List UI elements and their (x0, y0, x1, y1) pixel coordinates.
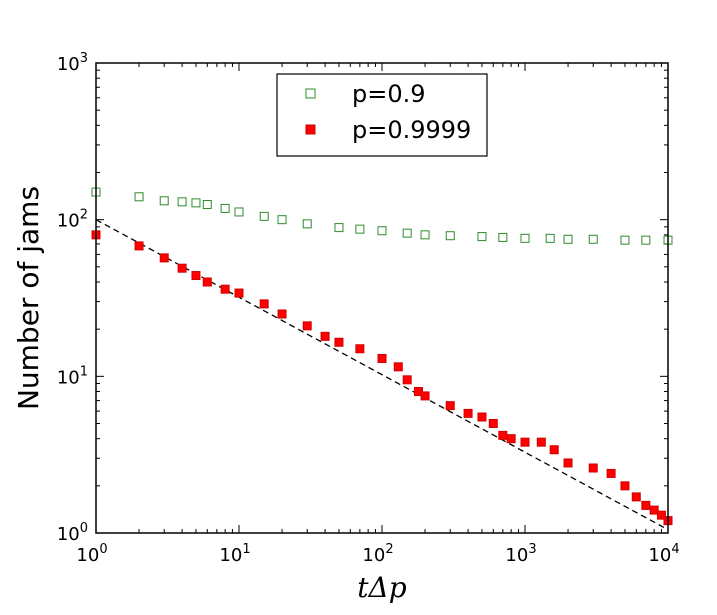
data-point (191, 198, 201, 208)
data-point (134, 192, 144, 202)
legend-label-p09: p=0.9 (352, 80, 426, 108)
data-point (159, 253, 169, 263)
data-point (377, 353, 387, 363)
plot-frame (95, 62, 669, 534)
data-point (402, 228, 412, 238)
data-point (393, 362, 403, 372)
data-point (641, 500, 651, 510)
data-point (588, 234, 598, 244)
data-point (445, 231, 455, 241)
x-tick-label: 102 (362, 542, 393, 566)
data-point (191, 271, 201, 281)
data-point (277, 309, 287, 319)
data-point (134, 241, 144, 251)
legend-label-p09999: p=0.9999 (352, 116, 471, 144)
data-point (420, 391, 430, 401)
x-tick-label: 101 (219, 542, 250, 566)
legend-box (276, 73, 488, 157)
data-point (536, 437, 546, 447)
data-point (355, 344, 365, 354)
data-point (159, 196, 169, 206)
data-point (620, 235, 630, 245)
y-tick-label: 103 (57, 51, 88, 75)
series-layer (91, 187, 673, 526)
data-point (620, 481, 630, 491)
data-point (377, 226, 387, 236)
data-point (641, 235, 651, 245)
data-point (177, 197, 187, 207)
x-tick-label: 104 (648, 542, 679, 566)
data-point (177, 263, 187, 273)
data-point (420, 230, 430, 240)
y-tick-label: 101 (57, 364, 88, 388)
data-point (277, 215, 287, 225)
data-point (477, 412, 487, 422)
data-point (520, 437, 530, 447)
data-point (402, 375, 412, 385)
data-point (302, 219, 312, 229)
fit-layer (95, 219, 669, 531)
data-point (320, 331, 330, 341)
data-point (202, 199, 212, 209)
x-tick-label: 103 (505, 542, 536, 566)
y-tick-label: 102 (57, 208, 88, 232)
data-point (334, 223, 344, 233)
data-point (649, 505, 659, 515)
y-tick-label: 100 (57, 521, 88, 545)
data-point (656, 510, 666, 520)
series-0 (91, 187, 673, 245)
legend-marker-p09999 (305, 124, 316, 135)
data-point (506, 434, 516, 444)
data-point (631, 492, 641, 502)
data-point (302, 321, 312, 331)
series-1 (91, 230, 673, 526)
data-point (445, 401, 455, 411)
data-point (220, 203, 230, 213)
data-point (477, 232, 487, 242)
data-point (220, 284, 230, 294)
data-point (334, 337, 344, 347)
data-point (498, 430, 508, 440)
data-point (498, 232, 508, 242)
data-point (545, 233, 555, 243)
legend-marker-p09 (305, 88, 316, 99)
data-point (259, 211, 269, 221)
y-axis-label: Number of jams (12, 186, 45, 410)
data-point (606, 468, 616, 478)
data-point (355, 224, 365, 234)
legend: p=0.9 p=0.9999 (276, 73, 488, 157)
reference-line (95, 219, 669, 531)
data-point (234, 207, 244, 217)
data-point (234, 288, 244, 298)
data-point (202, 277, 212, 287)
data-point (463, 408, 473, 418)
x-tick-label: 100 (76, 542, 107, 566)
data-point (563, 458, 573, 468)
data-point (520, 233, 530, 243)
data-point (549, 445, 559, 455)
x-axis-label: tΔp (357, 571, 406, 604)
data-point (488, 418, 498, 428)
data-point (588, 463, 598, 473)
label-layer: Number of jams tΔp 100 101 102 103 104 100 101… (12, 51, 680, 604)
data-point (563, 234, 573, 244)
data-point (259, 299, 269, 309)
